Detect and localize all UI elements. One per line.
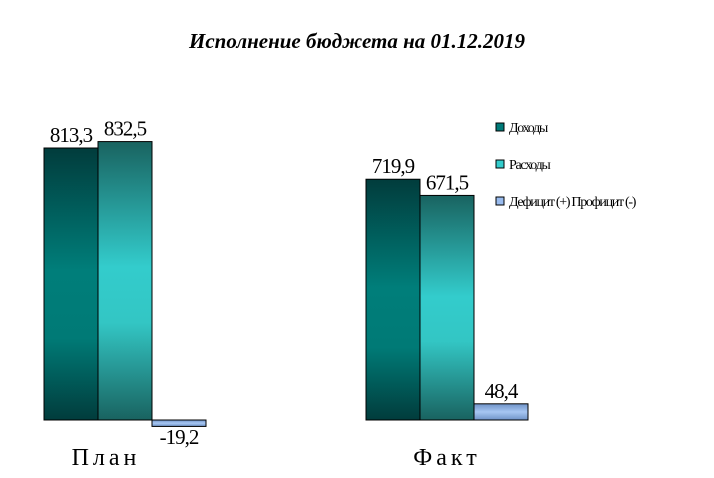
data-label: 813,3 [50, 123, 93, 147]
data-label: 719,9 [372, 154, 415, 178]
data-label: 48,4 [485, 379, 519, 403]
legend-label: Дефицит (+) Профицит (-) [509, 195, 637, 210]
bar-Факт-2 [473, 403, 529, 421]
bar-План-1 [97, 141, 153, 421]
bar-Факт-0 [365, 178, 421, 421]
data-label: 832,5 [104, 117, 147, 141]
bar-План-2 [151, 419, 207, 427]
legend-label: Доходы [509, 121, 549, 136]
legend: Доходы Расходы Дефицит (+) Профицит (-) [495, 121, 638, 210]
bar-План-0 [43, 147, 99, 421]
category-label: План [72, 445, 141, 471]
legend-swatch [495, 159, 505, 169]
data-label: 671,5 [426, 170, 469, 194]
bar-Факт-1 [419, 194, 475, 421]
chart-title: Исполнение бюджета на 01.12.2019 [188, 29, 525, 53]
legend-swatch [495, 196, 505, 206]
legend-swatch [495, 122, 505, 132]
category-label: Факт [413, 445, 480, 471]
legend-label: Расходы [509, 158, 551, 173]
data-label: -19,2 [160, 425, 199, 449]
